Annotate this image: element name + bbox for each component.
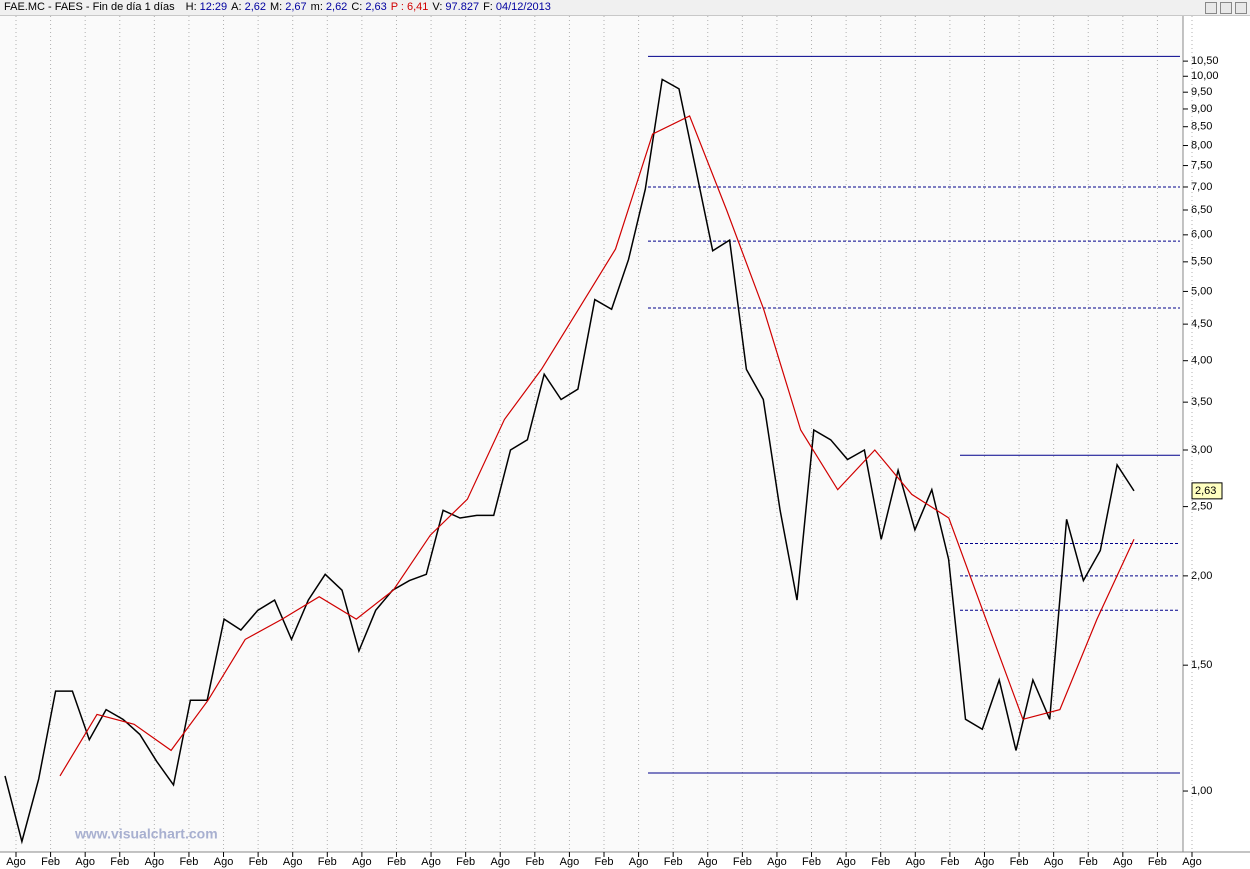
x-tick-label: Ago [1113,856,1133,868]
y-tick-label: 3,50 [1191,396,1212,408]
x-tick-label: Feb [1010,856,1029,868]
header-bar: FAE.MC - FAES - Fin de día 1 días H: 12:2… [0,0,1250,16]
y-tick-label: 9,50 [1191,86,1212,98]
x-tick-label: Feb [249,856,268,868]
x-tick-label: Ago [975,856,995,868]
field-value: 2,67 [285,1,307,13]
x-tick-label: Feb [595,856,614,868]
field-value: 97.827 [445,1,480,13]
field-label: C: [351,1,363,13]
y-tick-label: 6,50 [1191,204,1212,216]
field-label: H: [185,1,197,13]
x-tick-label: Feb [664,856,683,868]
y-tick-label: 9,00 [1191,103,1212,115]
x-tick-label: Ago [283,856,303,868]
x-tick-label: Feb [1079,856,1098,868]
header-fields: H: 12:29 A: 2,62 M: 2,67 m: 2,62 C: 2,63 P :6,41 V:… [182,1,551,13]
x-tick-label: Feb [387,856,406,868]
field-label: F: [483,1,493,13]
x-tick-label: Ago [1182,856,1202,868]
x-tick-label: Ago [560,856,580,868]
x-tick-label: Ago [421,856,441,868]
field-value: 2,62 [244,1,266,13]
field-value: 2,63 [365,1,387,13]
y-tick-label: 3,00 [1191,444,1212,456]
minimize-button[interactable] [1205,2,1217,14]
x-tick-label: Feb [456,856,475,868]
x-tick-label: Feb [179,856,198,868]
last-price-label: 2,63 [1195,485,1216,497]
y-axis-area [1183,16,1250,852]
x-tick-label: Feb [733,856,752,868]
maximize-button[interactable] [1220,2,1232,14]
field-label: P : [390,1,404,13]
x-tick-label: Ago [6,856,26,868]
y-tick-label: 4,50 [1191,318,1212,330]
y-tick-label: 8,00 [1191,139,1212,151]
header-title: FAE.MC - FAES - Fin de día 1 días [4,1,175,13]
field-label: A: [231,1,242,13]
watermark: www.visualchart.com [74,826,218,842]
field-label: m: [310,1,323,13]
last-price-box [1191,482,1223,500]
x-tick-label: Feb [802,856,821,868]
x-tick-label: Feb [41,856,60,868]
y-tick-label: 6,00 [1191,229,1212,241]
close-button[interactable] [1235,2,1247,14]
plot-area [0,16,1183,852]
x-tick-label: Feb [940,856,959,868]
x-tick-label: Ago [352,856,372,868]
field-value: 12:29 [199,1,228,13]
x-tick-label: Feb [110,856,129,868]
x-tick-label: Ago [490,856,510,868]
y-tick-label: 8,50 [1191,121,1212,133]
x-tick-label: Feb [525,856,544,868]
field-value: 04/12/2013 [495,1,551,13]
x-tick-label: Ago [145,856,165,868]
price-line [59,115,1135,777]
price-line [4,78,1135,845]
field-label: V: [432,1,443,13]
x-tick-label: Ago [698,856,718,868]
y-tick-label: 5,00 [1191,285,1212,297]
x-tick-label: Ago [836,856,856,868]
y-tick-label: 2,50 [1191,501,1212,513]
y-tick-label: 4,00 [1191,355,1212,367]
y-tick-label: 5,50 [1191,256,1212,268]
x-tick-label: Ago [629,856,649,868]
x-tick-label: Feb [1148,856,1167,868]
x-tick-label: Ago [767,856,787,868]
x-tick-label: Ago [214,856,234,868]
x-tick-label: Ago [906,856,926,868]
x-tick-label: Ago [75,856,95,868]
y-tick-label: 1,50 [1191,659,1212,671]
x-tick-label: Feb [318,856,337,868]
y-tick-label: 2,00 [1191,570,1212,582]
y-tick-label: 10,50 [1191,55,1219,67]
x-tick-label: Feb [871,856,890,868]
field-value: 2,62 [325,1,348,13]
field-label: M: [270,1,283,13]
y-tick-label: 7,00 [1191,181,1212,193]
y-tick-label: 10,00 [1191,70,1219,82]
x-tick-label: Ago [1044,856,1064,868]
field-value: 6,41 [407,1,429,13]
y-tick-label: 7,50 [1191,159,1212,171]
y-tick-label: 1,00 [1191,785,1212,797]
